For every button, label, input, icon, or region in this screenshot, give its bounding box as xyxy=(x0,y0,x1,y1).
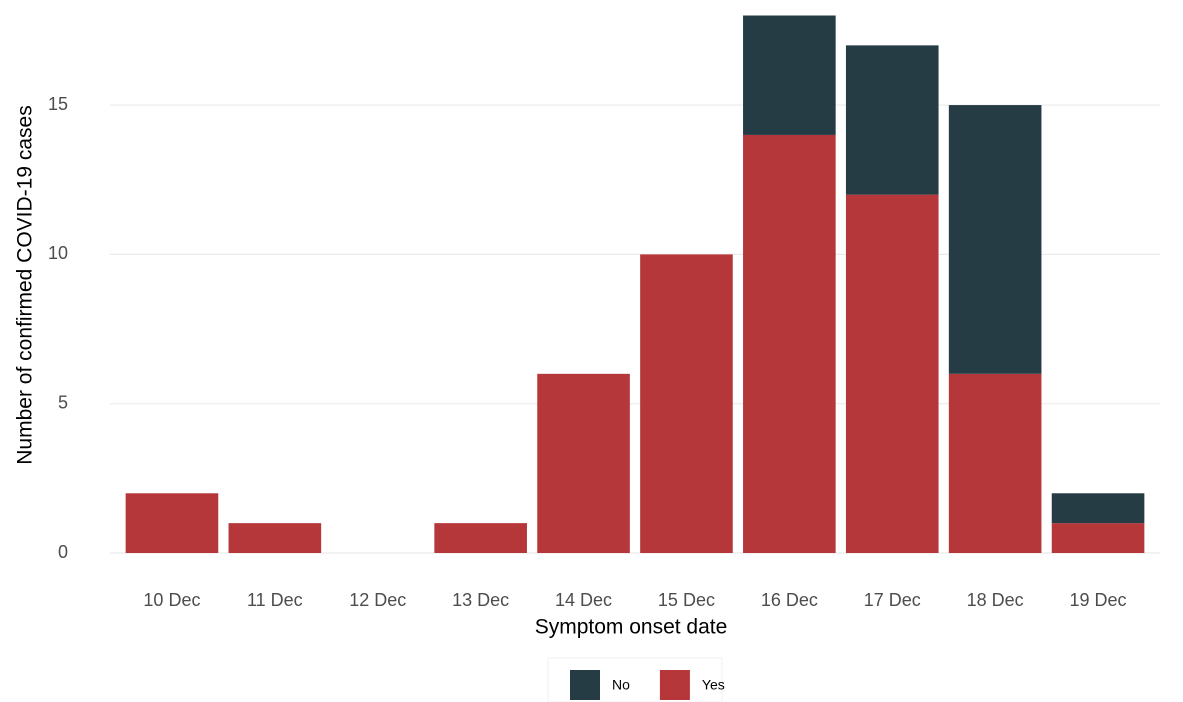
bar-segment xyxy=(1051,493,1145,524)
x-tick-label: 15 Dec xyxy=(658,590,715,610)
legend-swatch xyxy=(659,670,690,700)
x-tick-label: 10 Dec xyxy=(143,590,200,610)
x-tick-label: 14 Dec xyxy=(555,590,612,610)
y-tick-label: 0 xyxy=(58,542,68,562)
bar-segment xyxy=(948,105,1042,374)
legend-swatch xyxy=(570,670,600,700)
bar-segment xyxy=(228,523,322,553)
legend-label: No xyxy=(612,677,630,693)
x-tick-label: 12 Dec xyxy=(349,590,406,610)
bar-segment xyxy=(434,523,527,553)
y-tick-label: 15 xyxy=(48,94,68,114)
bar-segment xyxy=(640,254,733,553)
bar-segment xyxy=(1051,523,1145,553)
x-tick-label: 16 Dec xyxy=(761,590,818,610)
x-tick-label: 17 Dec xyxy=(864,590,921,610)
y-axis-title: Number of confirmed COVID-19 cases xyxy=(14,105,37,464)
legend-label: Yes xyxy=(702,677,725,693)
bar-segment xyxy=(125,493,219,553)
bar-segment xyxy=(743,15,836,135)
y-tick-label: 5 xyxy=(58,392,68,412)
bar-segment xyxy=(948,373,1042,553)
y-tick-label: 10 xyxy=(48,243,68,263)
bar-segment xyxy=(845,45,939,195)
bar-segment xyxy=(845,194,939,553)
bar-segment xyxy=(537,373,630,553)
x-tick-label: 18 Dec xyxy=(967,590,1024,610)
x-tick-label: 19 Dec xyxy=(1070,590,1127,610)
x-tick-label: 13 Dec xyxy=(452,590,509,610)
x-axis-title: Symptom onset date xyxy=(535,616,728,639)
x-tick-label: 11 Dec xyxy=(247,590,303,610)
bar-segment xyxy=(743,134,836,553)
